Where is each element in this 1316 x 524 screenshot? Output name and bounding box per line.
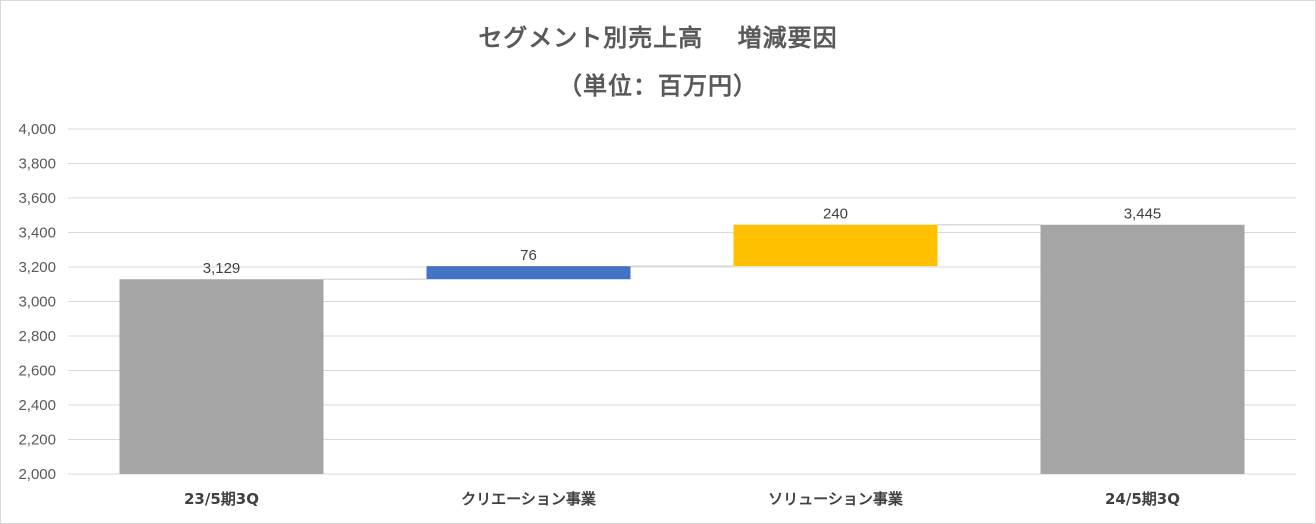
y-tick-label: 3,400 <box>18 225 56 242</box>
bar-3 <box>733 224 938 267</box>
y-tick-label: 2,600 <box>18 363 56 380</box>
y-tick-label: 3,800 <box>18 156 56 173</box>
x-tick-label: 23/5期3Q <box>184 490 259 508</box>
y-tick-label: 3,000 <box>18 294 56 311</box>
data-labels: 3,129 76 240 3,445 <box>203 206 1162 278</box>
x-tick-label: クリエーション事業 <box>461 490 597 508</box>
bar-1 <box>119 279 324 474</box>
data-label: 240 <box>823 206 848 223</box>
data-label: 76 <box>520 247 537 264</box>
chart-title: セグメント別売上高 増減要因 <box>478 24 838 52</box>
chart-subtitle: （単位：百万円） <box>558 72 758 100</box>
y-tick-label: 3,200 <box>18 259 56 276</box>
data-label: 3,445 <box>1124 206 1162 223</box>
y-axis: 2,000 2,200 2,400 2,600 2,800 3,000 3,200 3,400… <box>18 121 56 483</box>
y-tick-label: 4,000 <box>18 121 56 138</box>
data-label: 3,129 <box>203 260 241 277</box>
y-tick-label: 2,000 <box>18 466 56 483</box>
bar-2 <box>426 266 631 280</box>
bars <box>119 224 1245 474</box>
y-tick-label: 3,600 <box>18 190 56 207</box>
x-tick-label: ソリューション事業 <box>768 490 904 508</box>
y-tick-label: 2,200 <box>18 432 56 449</box>
x-axis: 23/5期3Q クリエーション事業 ソリューション事業 24/5期3Q <box>184 490 1180 508</box>
y-tick-label: 2,800 <box>18 328 56 345</box>
x-tick-label: 24/5期3Q <box>1105 490 1180 508</box>
bar-4 <box>1040 224 1245 474</box>
connectors <box>323 223 1041 280</box>
y-tick-label: 2,400 <box>18 397 56 414</box>
